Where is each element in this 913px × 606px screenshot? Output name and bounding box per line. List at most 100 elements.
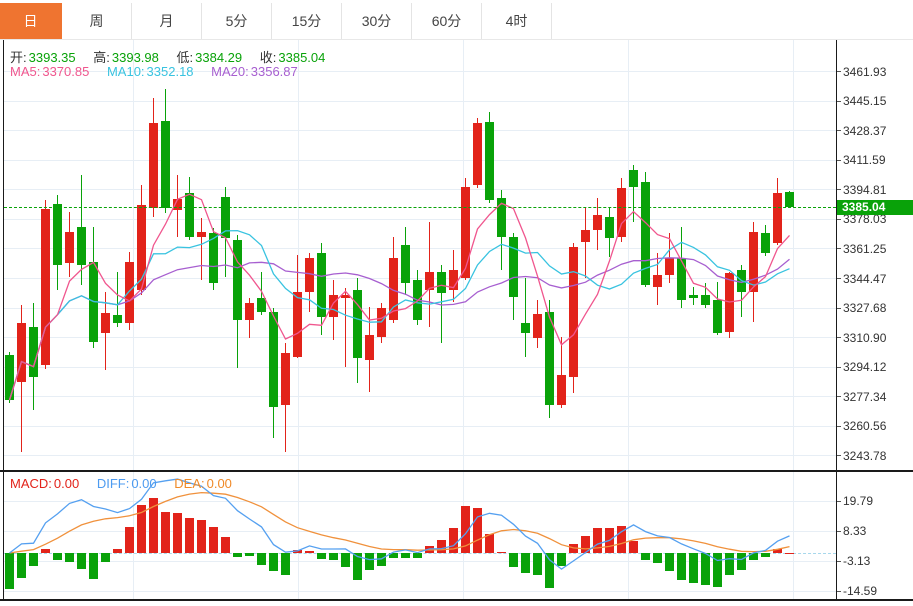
macd-bar (233, 553, 242, 557)
tab-5min[interactable]: 5分 (202, 3, 272, 39)
macd-bar (557, 553, 566, 567)
macd-bar (413, 553, 422, 559)
candle-body (5, 355, 14, 400)
candle-body (761, 233, 770, 254)
candle-body (173, 199, 182, 210)
candle-body (149, 122, 158, 209)
diff-label: DIFF: (96, 476, 130, 491)
candle-wick (633, 164, 634, 222)
macd-bar (569, 543, 578, 553)
ma-legend: MA5: 3370.85 MA10: 3352.18 MA20: 3356.87 (10, 64, 312, 79)
candle-body (257, 298, 266, 312)
macd-bar (365, 553, 374, 571)
macd-bar (41, 549, 50, 553)
candle-body (485, 121, 494, 200)
candle-body (101, 313, 110, 334)
macd-bar (29, 553, 38, 567)
price-gridline (4, 396, 836, 398)
candle-body (413, 280, 422, 321)
macd-bar (293, 549, 302, 553)
candle-body (557, 374, 566, 406)
tab-4hour[interactable]: 4时 (482, 3, 552, 39)
macd-bar (449, 528, 458, 553)
candle-body (593, 214, 602, 231)
macd-bar (209, 526, 218, 553)
macd-bar (761, 553, 770, 557)
tab-week[interactable]: 周 (62, 3, 132, 39)
macd-bar (737, 553, 746, 571)
macd-bar (593, 527, 602, 553)
tab-30min[interactable]: 30分 (342, 3, 412, 39)
macd-bar (521, 553, 530, 573)
macd-bar (497, 551, 506, 553)
price-gridline (4, 130, 836, 132)
candle-body (665, 258, 674, 275)
candle-body (617, 188, 626, 237)
macd-bar (689, 553, 698, 584)
open-label: 开: (10, 50, 27, 65)
macd-bar (581, 535, 590, 553)
candle-body (569, 246, 578, 377)
tab-60min[interactable]: 60分 (412, 3, 482, 39)
candle-body (77, 226, 86, 265)
price-gridline (4, 100, 836, 102)
open-value: 3393.35 (28, 50, 76, 65)
candle-body (65, 231, 74, 264)
macd-bar (101, 553, 110, 562)
high-value: 3393.98 (111, 50, 159, 65)
candle-body (629, 170, 638, 187)
macd-bar (77, 553, 86, 569)
price-gridline (4, 455, 836, 457)
macd-gridline (4, 500, 836, 502)
candle-body (545, 311, 554, 406)
macd-bar (161, 511, 170, 553)
candle-body (17, 323, 26, 382)
macd-bar (785, 553, 794, 554)
candle-body (341, 295, 350, 299)
candle-body (389, 258, 398, 321)
macd-bar (125, 526, 134, 553)
macd-bar (653, 553, 662, 563)
macd-bar (545, 553, 554, 588)
candle-body (53, 203, 62, 265)
candle-wick (525, 278, 526, 357)
low-label: 低: (176, 50, 194, 65)
tab-15min[interactable]: 15分 (272, 3, 342, 39)
macd-bar (629, 540, 638, 553)
macd-bar (185, 517, 194, 553)
candle-body (209, 233, 218, 284)
tab-day[interactable]: 日 (0, 3, 62, 39)
macd-bar (773, 549, 782, 553)
candle-body (245, 303, 254, 321)
close-label: 收: (259, 50, 277, 65)
candle-body (641, 181, 650, 285)
macd-bar (485, 534, 494, 553)
macd-bar (509, 553, 518, 568)
macd-label: MACD: (10, 476, 52, 491)
candle-body (497, 198, 506, 237)
candle-body (437, 271, 446, 294)
macd-bar (113, 549, 122, 553)
dea-value: 0.00 (206, 476, 232, 491)
macd-bar (473, 508, 482, 553)
candle-body (461, 186, 470, 279)
macd-bar (617, 525, 626, 553)
candle-body (41, 208, 50, 365)
macd-bar (197, 520, 206, 553)
candle-body (653, 274, 662, 287)
candle-body (317, 253, 326, 317)
high-label: 高: (93, 50, 110, 65)
candle-body (293, 291, 302, 357)
macd-bar (353, 553, 362, 580)
macd-bar (437, 540, 446, 553)
tab-month[interactable]: 月 (132, 3, 202, 39)
macd-bar (461, 505, 470, 553)
macd-bar (17, 553, 26, 578)
candle-body (29, 326, 38, 377)
ma10-value: 3352.18 (146, 64, 194, 79)
price-gridline (4, 366, 836, 368)
vertical-gridline (793, 40, 794, 599)
macd-gridline (4, 560, 836, 562)
macd-bar (65, 553, 74, 562)
